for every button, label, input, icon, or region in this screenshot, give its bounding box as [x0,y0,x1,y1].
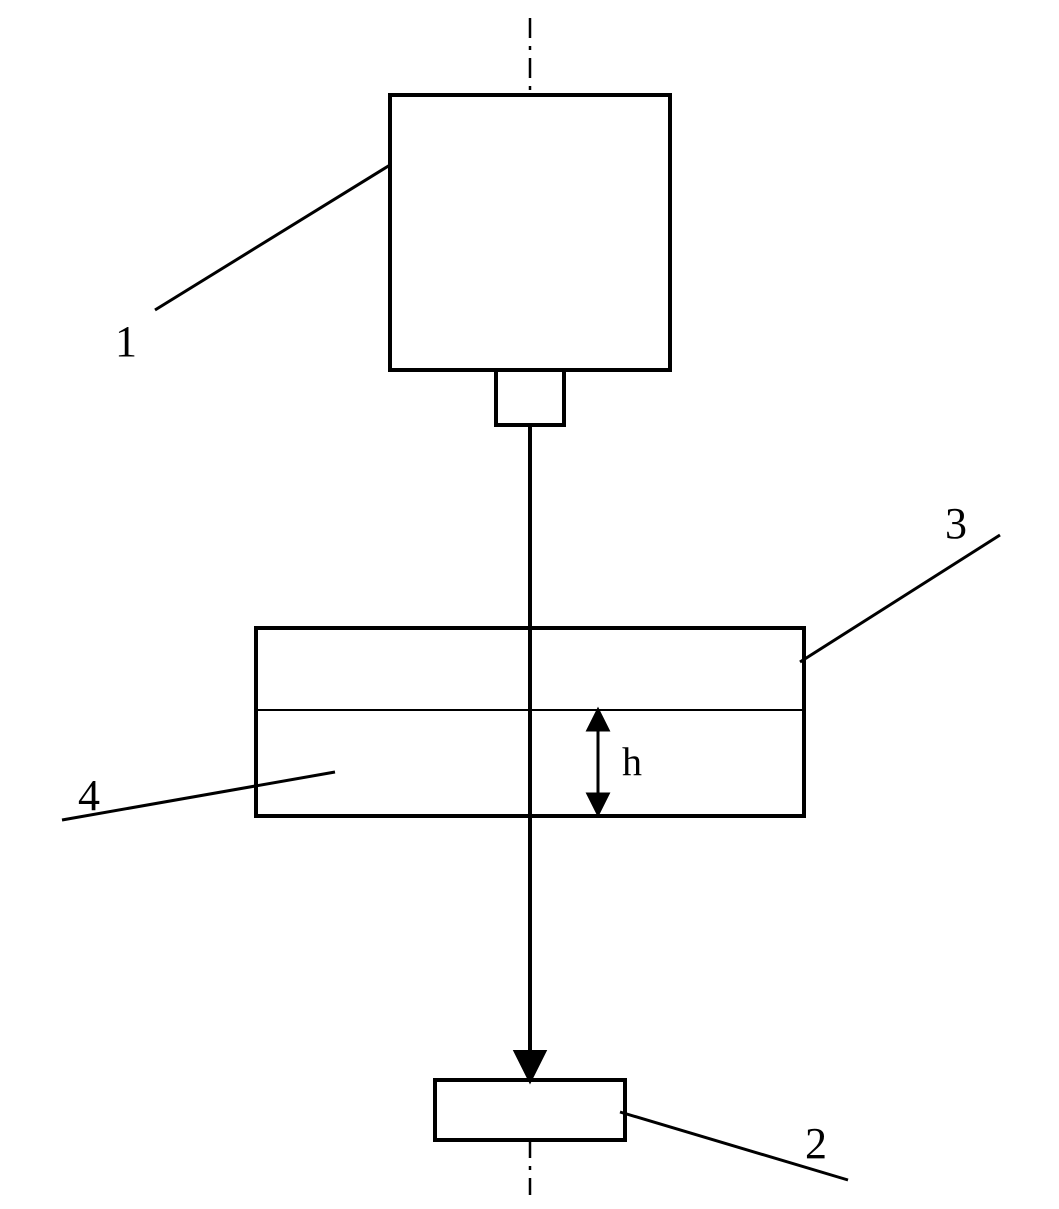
top-block-body [390,95,670,370]
label-4: 4 [78,770,100,821]
label-2: 2 [805,1118,827,1169]
label-3: 3 [945,498,967,549]
bottom-block [435,1080,625,1140]
leader-1 [155,165,390,310]
leader-3 [800,535,1000,662]
label-h: h [622,738,642,785]
label-1: 1 [115,316,137,367]
schematic-diagram [0,0,1059,1209]
top-block-stub [496,370,564,425]
